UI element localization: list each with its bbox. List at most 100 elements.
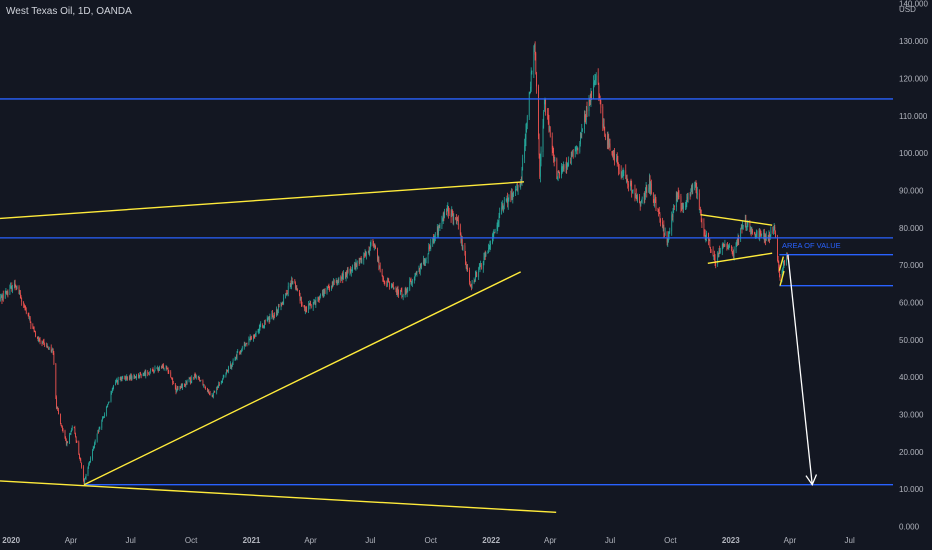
candle-body: [571, 153, 573, 155]
candle-body: [653, 199, 655, 203]
candle-body: [346, 271, 348, 275]
candle-body: [597, 75, 599, 84]
candle-body: [148, 374, 149, 375]
candle-body: [699, 210, 701, 211]
candle-body: [641, 200, 642, 203]
candle-body: [117, 379, 119, 383]
candle-body: [559, 171, 560, 175]
candle-body: [341, 276, 342, 280]
candle-body: [738, 237, 740, 241]
candle-body: [99, 427, 101, 429]
candle-body: [136, 375, 137, 378]
candle-body: [455, 217, 457, 219]
trendline: [83, 271, 522, 486]
candle-body: [673, 205, 675, 207]
candle-body: [378, 259, 380, 268]
candle-body: [244, 345, 246, 346]
candle-body: [438, 226, 439, 234]
candle-body: [10, 286, 11, 289]
candle-body: [686, 196, 688, 204]
candle-body: [614, 153, 615, 162]
candle-body: [687, 196, 688, 200]
candle-body: [524, 145, 525, 159]
candle-body: [226, 370, 228, 371]
candle-body: [232, 360, 234, 365]
x-tick-label: Oct: [664, 536, 677, 545]
candle-body: [10, 285, 12, 287]
candle-body: [278, 305, 279, 311]
x-tick-label: 2023: [722, 536, 740, 545]
candle-body: [501, 206, 503, 214]
candle-body: [292, 281, 294, 284]
candle-body: [89, 461, 91, 462]
candle-body: [241, 349, 242, 352]
candle-body: [505, 198, 507, 201]
candle-body: [107, 402, 109, 405]
candle-body: [413, 278, 415, 281]
candle-body: [14, 283, 16, 287]
candle-body: [729, 246, 730, 247]
candle-body: [708, 240, 710, 242]
candle-body: [310, 302, 311, 306]
candle-body: [46, 345, 47, 346]
candle-body: [245, 343, 247, 344]
candle-body: [195, 376, 197, 378]
candle-body: [612, 153, 613, 156]
candle-body: [715, 262, 717, 265]
candle-body: [691, 186, 693, 190]
candle-body: [603, 124, 605, 130]
candle-body: [237, 351, 239, 353]
candle-body: [2, 294, 4, 299]
candle-body: [356, 263, 357, 267]
candle-body: [226, 369, 227, 373]
candle-body: [106, 406, 108, 408]
candle-body: [673, 204, 675, 212]
candle-body: [60, 423, 62, 426]
y-tick-label: 10.000: [899, 485, 924, 494]
candle-body: [433, 238, 434, 242]
trendline: [779, 270, 785, 286]
candle-body: [98, 427, 100, 432]
candle-body: [209, 392, 210, 394]
candle-body: [131, 376, 133, 379]
candle-body: [9, 288, 11, 295]
candle-body: [305, 309, 307, 311]
candle-body: [612, 156, 614, 158]
candle-body: [129, 376, 130, 380]
candle-body: [274, 315, 275, 316]
candle-body: [712, 250, 714, 256]
candle-body: [652, 193, 654, 199]
candle-body: [138, 375, 140, 378]
candle-body: [282, 302, 284, 305]
candle-body: [535, 53, 537, 73]
candle-body: [255, 334, 256, 336]
candle-body: [354, 263, 355, 266]
candle-body: [554, 159, 556, 162]
candle-body: [20, 293, 21, 296]
candle-body: [381, 270, 383, 276]
candle-body: [548, 121, 550, 132]
candle-body: [18, 287, 20, 295]
candle-body: [761, 234, 763, 237]
candle-body: [235, 357, 237, 359]
candle-body: [84, 478, 86, 484]
candle-body: [654, 198, 656, 201]
candle-body: [182, 383, 183, 389]
candle-body: [83, 467, 84, 480]
candle-body: [648, 188, 650, 192]
price-axis[interactable]: 0.000 10.000 20.000 30.000 40.000 50.000 60.00…: [899, 0, 928, 532]
candle-body: [423, 259, 425, 264]
candle-body: [623, 171, 625, 173]
candle-body: [33, 327, 34, 330]
candle-body: [410, 280, 412, 283]
time-axis[interactable]: 2020 Apr Jul Oct 2021 Apr Jul Oct 2022 Apr Jul Oct 2…: [2, 536, 855, 545]
candle-body: [767, 236, 769, 238]
candle-body: [480, 264, 482, 269]
candle-body: [524, 138, 526, 146]
candle-body: [521, 180, 522, 182]
candle-body: [424, 261, 426, 264]
candle-body: [85, 474, 87, 479]
candle-body: [73, 427, 75, 429]
candle-body: [563, 165, 565, 169]
